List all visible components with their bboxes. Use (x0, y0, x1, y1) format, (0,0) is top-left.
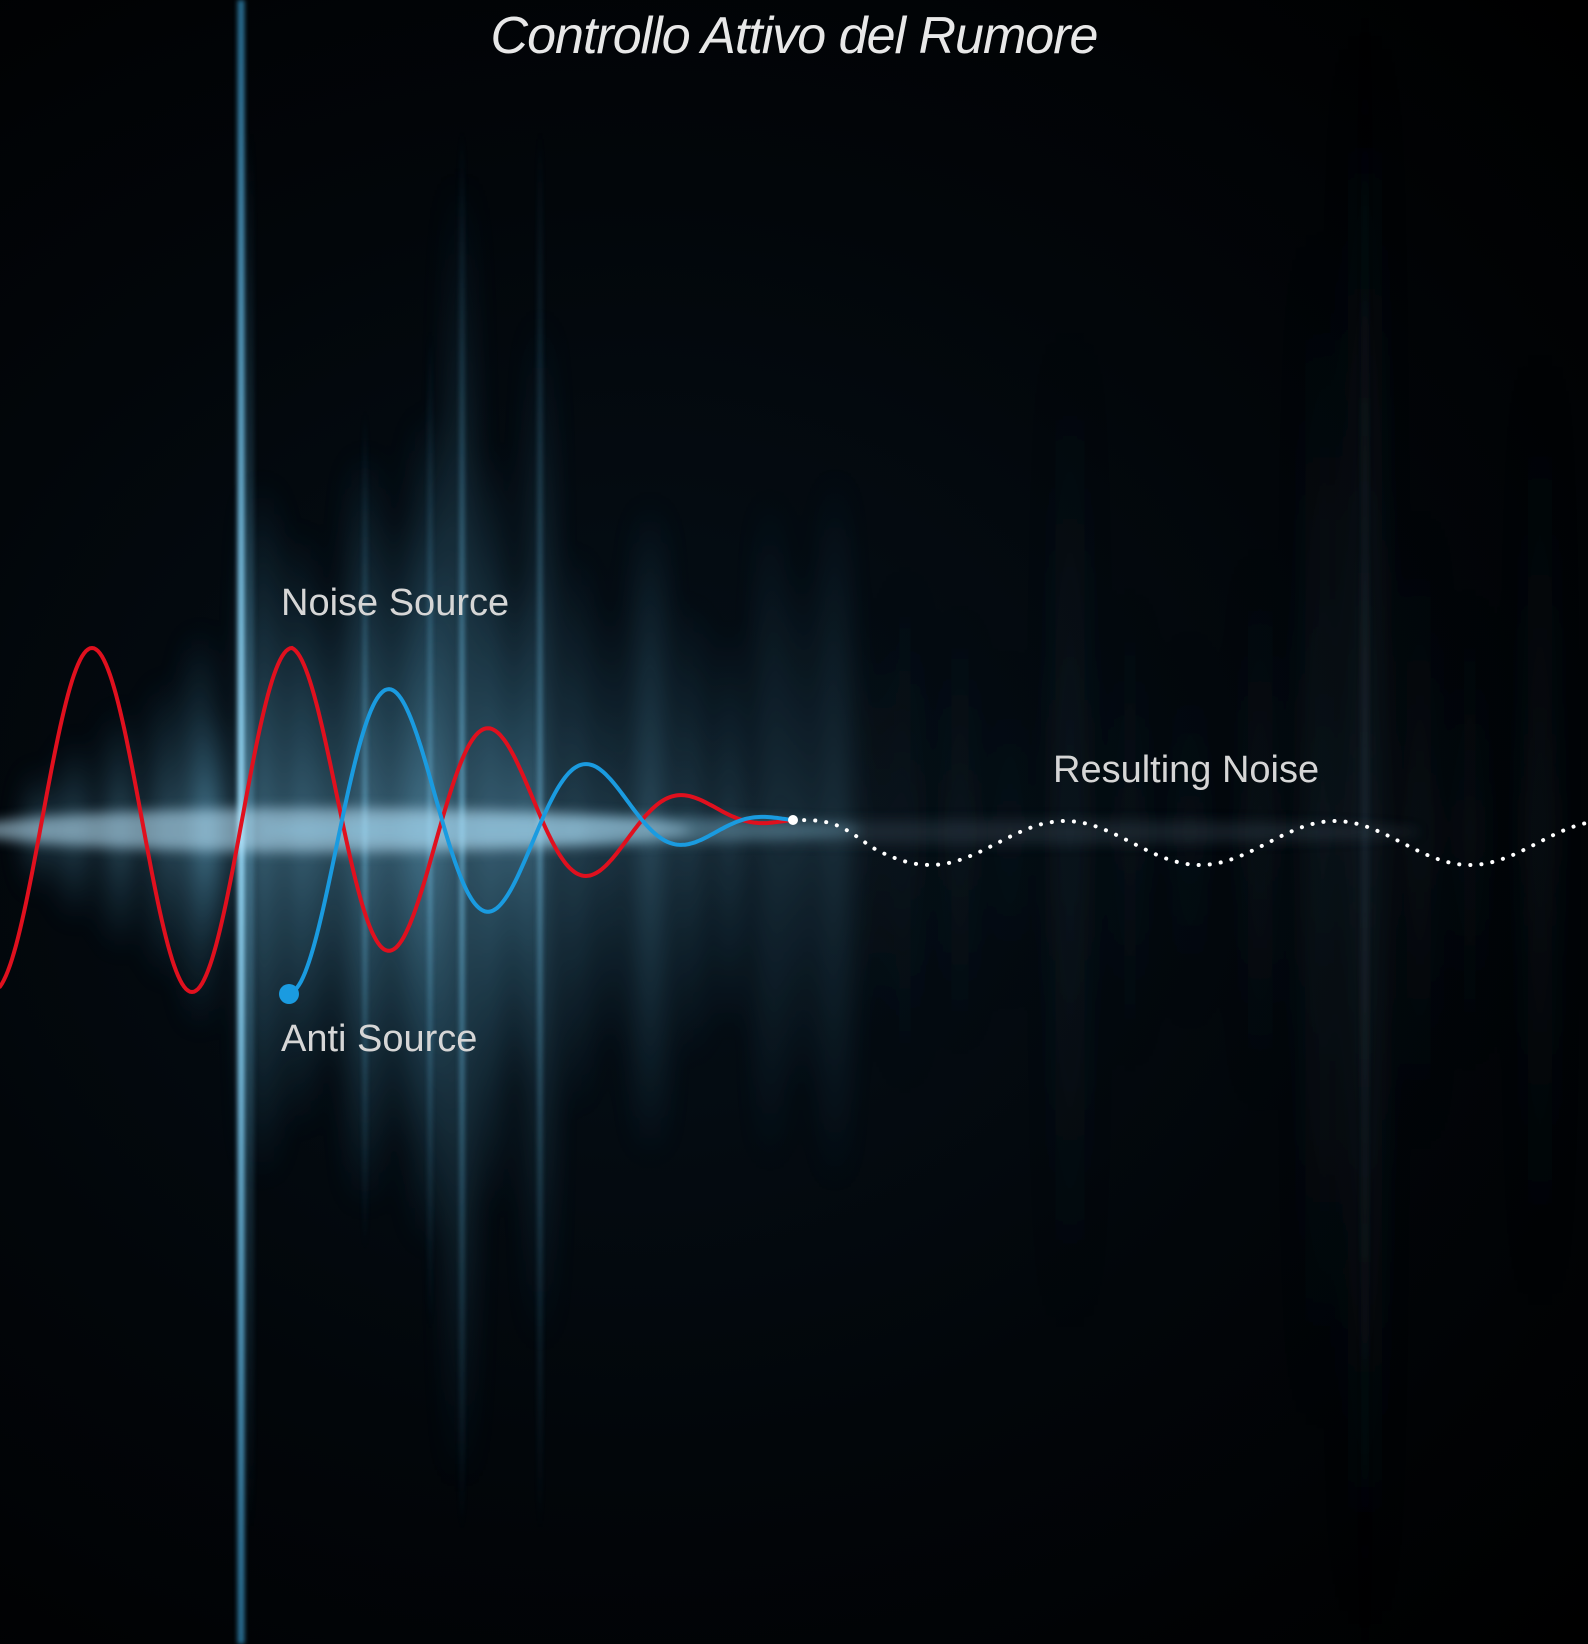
glow-beam (1527, 350, 1553, 1310)
glow-beam (1460, 590, 1480, 1070)
anti-source-wave (287, 687, 795, 994)
noise-source-label: Noise Source (281, 582, 510, 624)
resulting-noise-wave (791, 818, 1588, 867)
diagram-title: Controllo Attivo del Rumore (490, 7, 1099, 65)
anti-source-label: Anti Source (281, 1018, 478, 1060)
resulting-noise-label: Resulting Noise (1053, 749, 1320, 791)
noise-source-wave (0, 645, 794, 995)
convergence-point (788, 815, 798, 825)
anti-source-point (279, 984, 299, 1004)
horizontal-glow-band (0, 808, 1420, 852)
